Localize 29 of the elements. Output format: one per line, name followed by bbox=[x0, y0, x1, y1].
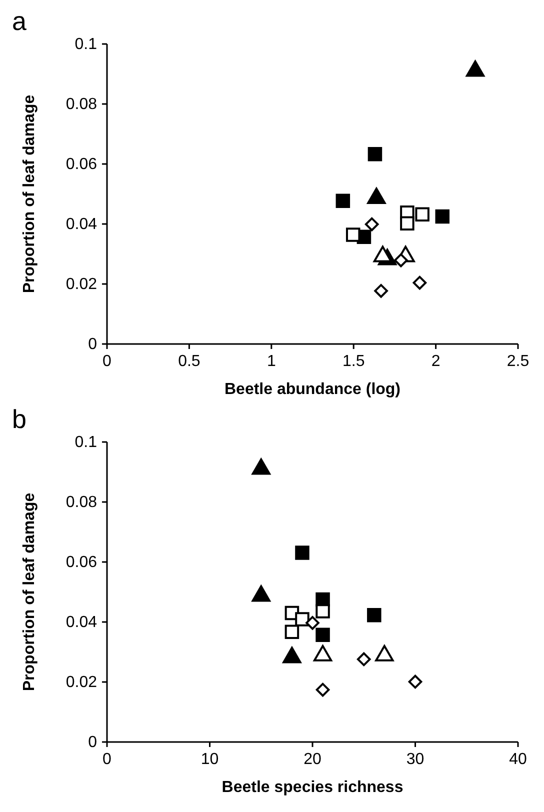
x-tick-label: 0 bbox=[102, 751, 112, 768]
y-axis-title: Proportion of leaf damage bbox=[21, 94, 38, 294]
y-tick-label: 0.02 bbox=[66, 674, 98, 691]
x-tick-label: 20 bbox=[304, 751, 322, 768]
y-tick-label: 0.08 bbox=[66, 494, 98, 511]
x-axis-title: Beetle abundance (log) bbox=[224, 381, 401, 398]
y-tick-label: 0.06 bbox=[66, 156, 98, 173]
y-tick-label: 0.08 bbox=[66, 96, 98, 113]
x-tick-label: 1.5 bbox=[342, 353, 365, 370]
y-tick-label: 0.04 bbox=[66, 216, 98, 233]
chart-title: a bbox=[12, 6, 27, 36]
x-tick-label: 1 bbox=[266, 353, 276, 370]
y-tick-label: 0 bbox=[88, 336, 98, 353]
x-tick-label: 30 bbox=[406, 751, 424, 768]
x-tick-label: 0 bbox=[102, 353, 112, 370]
x-tick-label: 0.5 bbox=[178, 353, 200, 370]
y-tick-label: 0 bbox=[88, 734, 98, 751]
y-tick-label: 0.06 bbox=[66, 554, 98, 571]
y-tick-label: 0.1 bbox=[74, 36, 98, 53]
x-tick-label: 10 bbox=[200, 751, 219, 768]
chart-title: b bbox=[12, 404, 26, 434]
y-tick-label: 0.04 bbox=[66, 614, 98, 631]
y-tick-label: 0.02 bbox=[66, 276, 98, 293]
x-axis-title: Beetle species richness bbox=[222, 779, 404, 796]
x-tick-label: 2.5 bbox=[506, 353, 530, 370]
x-tick-label: 2 bbox=[431, 353, 440, 370]
x-tick-label: 40 bbox=[509, 751, 527, 768]
y-axis-title: Proportion of leaf damage bbox=[21, 492, 38, 692]
y-tick-label: 0.1 bbox=[74, 434, 98, 451]
